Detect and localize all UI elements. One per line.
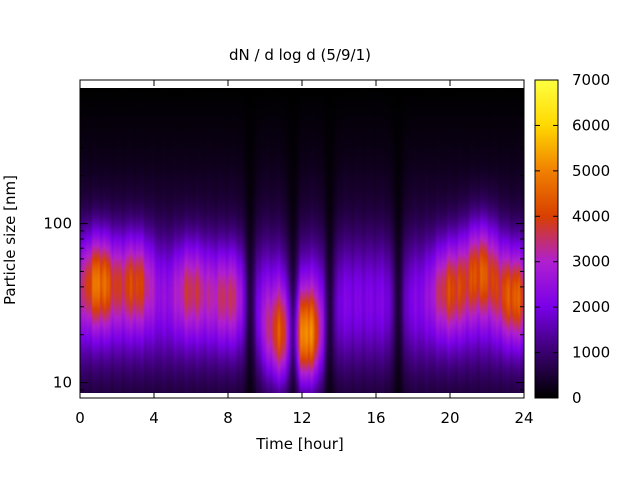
colorbar-tick-label: 3000 — [572, 253, 610, 271]
x-tick-label: 12 — [292, 409, 311, 427]
y-tick-label: 100 — [43, 215, 72, 233]
x-axis-label: Time [hour] — [255, 435, 344, 453]
colorbar-tick-label: 2000 — [572, 298, 610, 316]
x-tick-label: 24 — [514, 409, 533, 427]
colorbar-gradient — [535, 80, 558, 398]
chart-title: dN / d log d (5/9/1) — [229, 46, 371, 64]
colorbar-tick-label: 4000 — [572, 207, 610, 225]
y-axis-label: Particle size [nm] — [1, 175, 19, 305]
plot-area — [79, 79, 525, 399]
colorbar-frame — [534, 79, 559, 399]
y-tick-label: 10 — [53, 374, 72, 392]
colorbar-ticks: 0 1000 2000 3000 4000 5000 6000 7000 — [535, 71, 610, 407]
x-tick-label: 20 — [440, 409, 459, 427]
colorbar-tick-label: 1000 — [572, 344, 610, 362]
colorbar: 0 1000 2000 3000 4000 5000 6000 7000 — [534, 71, 610, 407]
colorbar-tick-label: 7000 — [572, 71, 610, 89]
x-tick-label: 0 — [75, 409, 85, 427]
x-axis: 0 4 8 12 16 20 24 — [75, 80, 534, 427]
x-tick-label: 8 — [223, 409, 233, 427]
colorbar-tick-label: 6000 — [572, 116, 610, 134]
x-tick-label: 4 — [149, 409, 159, 427]
colorbar-tick-label: 0 — [572, 389, 582, 407]
heatmap-image — [80, 88, 524, 393]
y-axis: 10 100 — [43, 79, 524, 399]
x-tick-label: 16 — [366, 409, 385, 427]
colorbar-tick-label: 5000 — [572, 162, 610, 180]
